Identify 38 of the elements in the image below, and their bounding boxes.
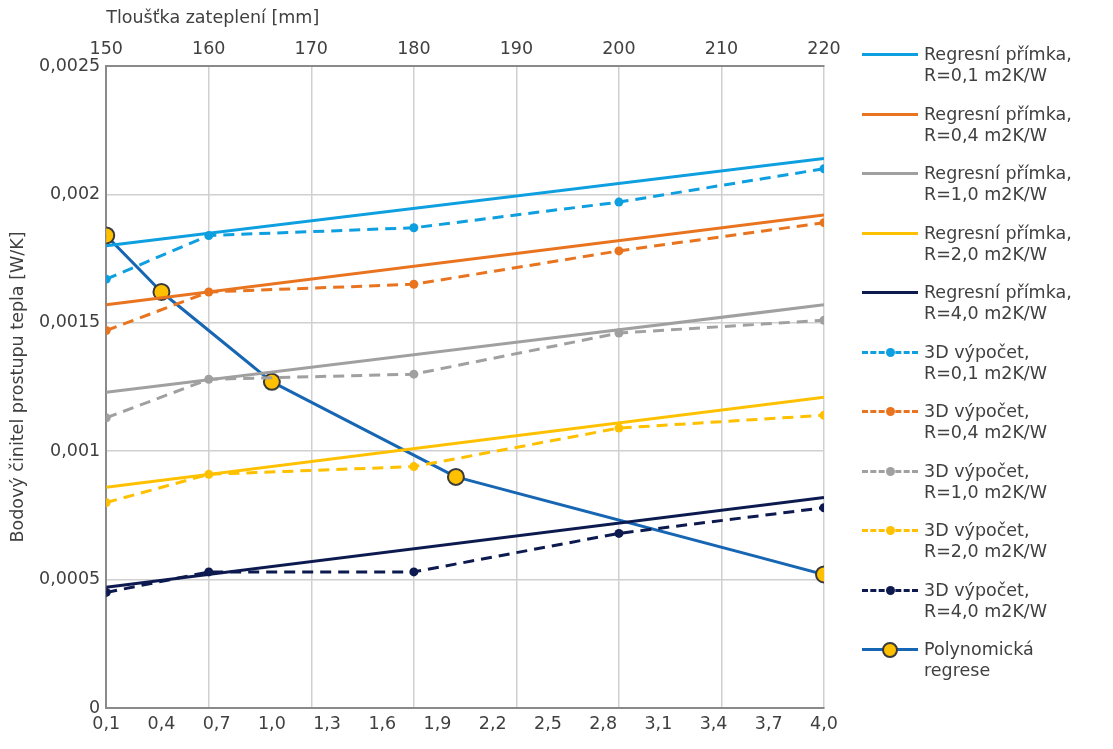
x-tick-label: 1,0 <box>257 713 286 734</box>
x2-tick-label: 170 <box>294 38 329 59</box>
legend-label: Regresní přímka, R=0,4 m2K/W <box>924 103 1073 146</box>
y-tick-label: 0,0005 <box>39 568 101 589</box>
legend-label: 3D výpočet, R=0,1 m2K/W <box>924 341 1049 384</box>
legend-label: Polynomická regrese <box>924 639 1035 681</box>
point <box>446 467 465 486</box>
legend-label: Regresní přímka, R=1,0 m2K/W <box>924 163 1073 205</box>
legend-label: Regresní přímka, R=4,0 m2K/W <box>924 282 1073 324</box>
legend-label: 3D výpočet, R=0,4 m2K/W <box>924 401 1049 443</box>
x-tick-label: 0,4 <box>147 713 176 734</box>
x2-tick-label: 220 <box>807 38 841 59</box>
x2-axis-title: Tloušťka zateplení [mm] <box>105 7 320 28</box>
y-tick-label: 0,001 <box>50 439 101 460</box>
x-tick-label: 2,2 <box>478 713 507 734</box>
legend-label: 3D výpočet, R=2,0 m2K/W <box>924 520 1049 562</box>
y-axis-title: Bodový činitel prostupu tepla [W/K] <box>7 231 28 543</box>
x-tick-label: 4,0 <box>810 713 838 734</box>
y-tick-label: 0,0015 <box>39 311 101 332</box>
x2-tick-label: 190 <box>499 38 534 59</box>
x-tick-label: 3,7 <box>754 713 783 734</box>
x2-tick-label: 210 <box>704 38 739 59</box>
x-tick-label: 2,5 <box>534 713 562 734</box>
x2-tick-label: 180 <box>397 38 431 59</box>
legend-label: 3D výpočet, R=1,0 m2K/W <box>924 460 1049 503</box>
x2-tick-label: 160 <box>192 38 226 59</box>
x-tick-label: 3,1 <box>644 713 673 734</box>
x-tick-label: 1,6 <box>368 713 397 734</box>
x-tick-label: 0,7 <box>202 713 231 734</box>
x-tick-label: 2,8 <box>589 713 618 734</box>
x-tick-label: 1,9 <box>423 713 452 734</box>
x-tick-label: 1,3 <box>313 713 342 734</box>
y-tick-label: 0,002 <box>50 182 101 203</box>
legend-label: Regresní přímka, R=2,0 m2K/W <box>924 222 1073 265</box>
legend-label: 3D výpočet, R=4,0 m2K/W <box>924 579 1049 622</box>
x2-tick-label: 200 <box>602 38 636 59</box>
legend-label: Regresní přímka, R=0,1 m2K/W <box>924 44 1073 86</box>
x-tick-label: 3,4 <box>699 713 728 734</box>
